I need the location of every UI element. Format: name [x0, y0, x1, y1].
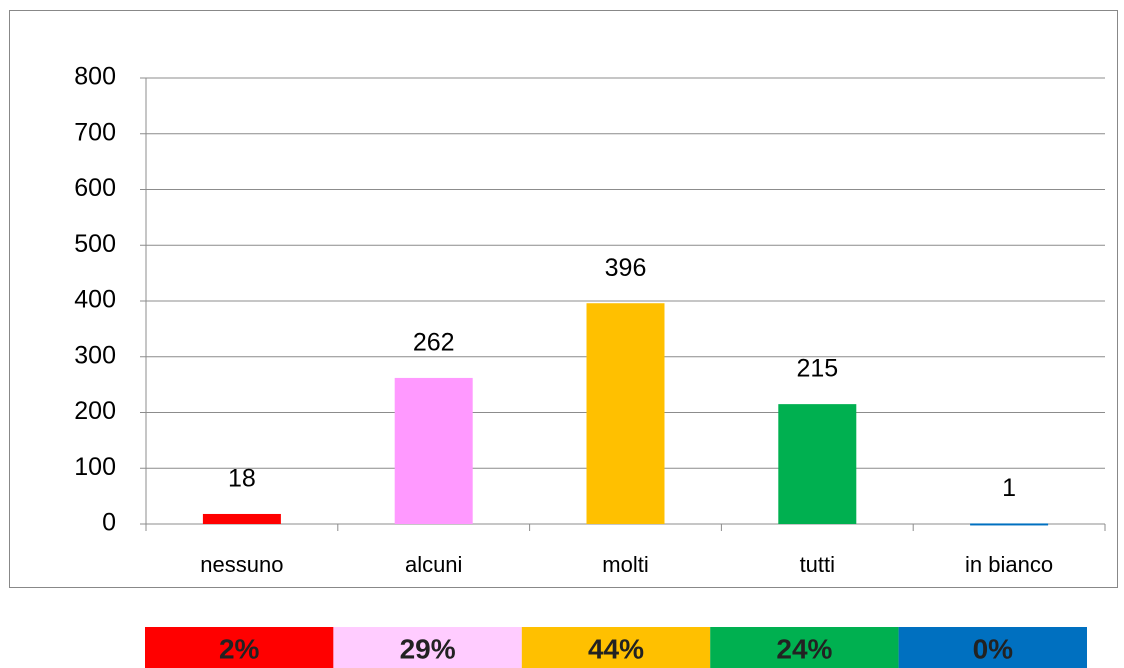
y-tick-label: 800	[74, 63, 116, 91]
percent-label: 29%	[400, 633, 456, 664]
value-label: 262	[413, 329, 455, 357]
y-tick-label: 700	[74, 118, 116, 146]
value-label: 396	[605, 254, 647, 282]
x-tick-label: in bianco	[965, 552, 1053, 577]
y-tick-label: 500	[74, 230, 116, 258]
bar	[970, 523, 1049, 526]
x-tick-label: tutti	[800, 552, 835, 577]
x-tick-label: alcuni	[405, 552, 462, 577]
y-tick-label: 300	[74, 341, 116, 369]
chart-frame	[9, 10, 1118, 588]
bar	[394, 377, 473, 524]
value-label: 215	[796, 355, 838, 383]
bar	[202, 513, 281, 524]
bar	[586, 303, 665, 524]
percent-label: 24%	[776, 633, 832, 664]
y-tick-label: 600	[74, 174, 116, 202]
percent-cell	[898, 627, 1087, 668]
y-tick-label: 100	[74, 453, 116, 481]
percent-cell	[710, 627, 899, 668]
value-label: 18	[228, 465, 256, 493]
percent-label: 2%	[219, 633, 260, 664]
x-tick-label: nessuno	[200, 552, 283, 577]
percent-label: 0%	[973, 633, 1014, 664]
percent-cell	[145, 627, 334, 668]
y-tick-label: 200	[74, 397, 116, 425]
x-tick-label: molti	[602, 552, 648, 577]
y-tick-label: 400	[74, 286, 116, 314]
y-tick-label: 0	[102, 509, 116, 537]
percent-label: 44%	[588, 633, 644, 664]
bar	[778, 404, 857, 524]
percent-cell	[333, 627, 522, 668]
value-label: 1	[1002, 474, 1016, 502]
percent-cell	[521, 627, 711, 668]
